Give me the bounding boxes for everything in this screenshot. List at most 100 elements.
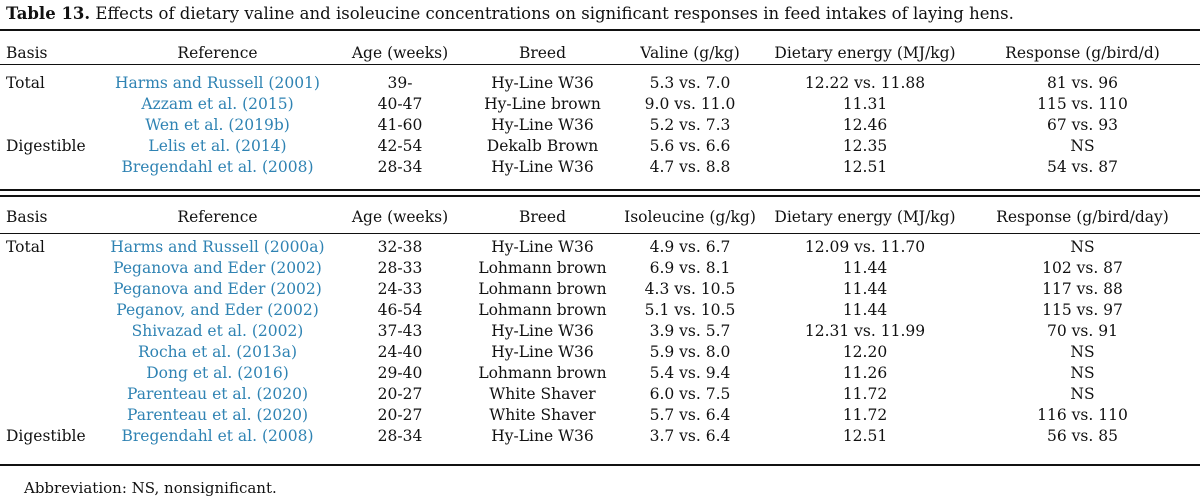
cell-breed: Lohmann brown [478, 301, 607, 319]
cell-breed: Lohmann brown [478, 364, 607, 382]
cell-age: 29-40 [377, 364, 423, 382]
reference-link[interactable]: Shivazad et al. (2002) [131, 322, 304, 340]
reference-link[interactable]: Azzam et al. (2015) [141, 95, 294, 113]
cell-energy: 12.31 vs. 11.99 [804, 322, 926, 340]
cell-breed: Hy-Line W36 [491, 343, 594, 361]
cell-reference: Bregendahl et al. (2008) [105, 426, 330, 447]
cell-age: 28-34 [377, 158, 423, 176]
table-row: Peganova and Eder (2002) 24-33 Lohmann bro… [0, 279, 1200, 300]
cell-energy: 12.35 [842, 137, 888, 155]
valine-table-body: Total Harms and Russell (2001) 39- Hy-Line … [0, 64, 1200, 178]
cell-energy: 11.44 [842, 301, 888, 319]
table-row: Wen et al. (2019b) 41-60 Hy-Line W36 5.2 vs… [0, 115, 1200, 136]
table-caption-text: Effects of dietary valine and isoleucine… [95, 4, 1014, 23]
cell-basis [0, 94, 105, 115]
top-rule-isoleucine [0, 195, 1200, 197]
cell-basis: Digestible [6, 427, 86, 445]
reference-link[interactable]: Peganova and Eder (2002) [113, 259, 322, 277]
isoleucine-table: Basis Reference Age (weeks) Breed Isoleu… [0, 207, 1200, 447]
table-row: Digestible Bregendahl et al. (2008) 28-34 H… [0, 426, 1200, 447]
cell-reference: Peganov, and Eder (2002) [105, 300, 330, 321]
cell-response: 115 vs. 110 [1037, 95, 1128, 113]
reference-link[interactable]: Peganov, and Eder (2002) [116, 301, 319, 319]
table-row: Bregendahl et al. (2008) 28-34 Hy-Line W36… [0, 157, 1200, 178]
cell-breed: Lohmann brown [478, 280, 607, 298]
cell-breed: Hy-Line W36 [491, 158, 594, 176]
col-header-valine: Valine (g/kg) [640, 44, 740, 62]
cell-level: 4.7 vs. 8.8 [649, 158, 731, 176]
cell-level: 6.9 vs. 8.1 [649, 259, 731, 277]
table-row: Total Harms and Russell (2001) 39- Hy-Line … [0, 64, 1200, 94]
reference-link[interactable]: Bregendahl et al. (2008) [121, 427, 314, 445]
cell-level: 5.1 vs. 10.5 [644, 301, 736, 319]
table-row: Shivazad et al. (2002) 37-43 Hy-Line W36 3.… [0, 321, 1200, 342]
cell-energy: 12.22 vs. 11.88 [804, 74, 926, 92]
header-rule-isoleucine [0, 233, 1200, 234]
reference-link[interactable]: Dong et al. (2016) [146, 364, 289, 382]
col-header-age: Age (weeks) [351, 44, 449, 62]
col-header-isoleucine: Isoleucine (g/kg) [624, 208, 756, 226]
reference-link[interactable]: Parenteau et al. (2020) [126, 385, 308, 403]
cell-breed: White Shaver [489, 385, 596, 403]
cell-level: 3.9 vs. 5.7 [649, 322, 731, 340]
reference-link[interactable]: Parenteau et al. (2020) [126, 406, 308, 424]
reference-link[interactable]: Wen et al. (2019b) [145, 116, 290, 134]
cell-reference: Parenteau et al. (2020) [105, 405, 330, 426]
cell-response: 102 vs. 87 [1042, 259, 1123, 277]
table-row: Rocha et al. (2013a) 24-40 Hy-Line W36 5.9 … [0, 342, 1200, 363]
cell-reference: Peganova and Eder (2002) [105, 258, 330, 279]
reference-link[interactable]: Peganova and Eder (2002) [113, 280, 322, 298]
cell-reference: Rocha et al. (2013a) [105, 342, 330, 363]
col-header-breed: Breed [518, 208, 567, 226]
cell-reference: Wen et al. (2019b) [105, 115, 330, 136]
cell-response: 56 vs. 85 [1047, 427, 1118, 445]
table-row: Azzam et al. (2015) 40-47 Hy-Line brown 9.0… [0, 94, 1200, 115]
reference-link[interactable]: Bregendahl et al. (2008) [121, 158, 314, 176]
table-footnote: Abbreviation: NS, nonsignificant. [24, 479, 277, 497]
table-caption: Table 13. Effects of dietary valine and … [6, 3, 1196, 25]
reference-link[interactable]: Harms and Russell (2001) [115, 74, 320, 92]
cell-level: 4.3 vs. 10.5 [644, 280, 736, 298]
cell-breed: Dekalb Brown [486, 137, 599, 155]
table-row: Parenteau et al. (2020) 20-27 White Shaver… [0, 405, 1200, 426]
col-header-energy: Dietary energy (MJ/kg) [774, 208, 956, 226]
cell-basis: Total [6, 238, 45, 256]
cell-breed: Hy-Line brown [484, 95, 601, 113]
cell-age: 37-43 [377, 322, 423, 340]
cell-reference: Harms and Russell (2001) [105, 64, 330, 94]
cell-response: NS [1070, 137, 1095, 155]
cell-energy: 11.44 [842, 259, 888, 277]
cell-response: NS [1070, 238, 1095, 256]
cell-basis [0, 157, 105, 178]
cell-level: 4.9 vs. 6.7 [649, 238, 731, 256]
reference-link[interactable]: Rocha et al. (2013a) [138, 343, 297, 361]
cell-level: 5.9 vs. 8.0 [649, 343, 731, 361]
top-rule [0, 29, 1200, 31]
cell-breed: Hy-Line W36 [491, 238, 594, 256]
isoleucine-table-body: Total Harms and Russell (2000a) 32-38 Hy-Li… [0, 228, 1200, 447]
col-header-response: Response (g/bird/d) [1005, 44, 1160, 62]
reference-link[interactable]: Lelis et al. (2014) [148, 137, 287, 155]
table-caption-label: Table 13. [6, 4, 91, 23]
cell-energy: 11.26 [842, 364, 888, 382]
cell-response: NS [1070, 364, 1095, 382]
cell-energy: 11.44 [842, 280, 888, 298]
isoleucine-header-row: Basis Reference Age (weeks) Breed Isoleu… [0, 207, 1200, 228]
cell-energy: 12.51 [842, 158, 888, 176]
cell-basis [0, 115, 105, 136]
table-row: Peganov, and Eder (2002) 46-54 Lohmann bro… [0, 300, 1200, 321]
reference-link[interactable]: Harms and Russell (2000a) [110, 238, 325, 256]
bottom-rule-valine [0, 189, 1200, 191]
cell-response: 67 vs. 93 [1047, 116, 1118, 134]
valine-header-row: Basis Reference Age (weeks) Breed Valine… [0, 43, 1200, 64]
cell-energy: 11.72 [842, 385, 888, 403]
table-row: Peganova and Eder (2002) 28-33 Lohmann bro… [0, 258, 1200, 279]
cell-energy: 12.46 [842, 116, 888, 134]
cell-response: 54 vs. 87 [1047, 158, 1118, 176]
cell-level: 5.2 vs. 7.3 [649, 116, 731, 134]
bottom-rule-isoleucine [0, 464, 1200, 466]
cell-age: 42-54 [377, 137, 423, 155]
cell-basis [0, 279, 105, 300]
cell-reference: Bregendahl et al. (2008) [105, 157, 330, 178]
cell-reference: Lelis et al. (2014) [105, 136, 330, 157]
